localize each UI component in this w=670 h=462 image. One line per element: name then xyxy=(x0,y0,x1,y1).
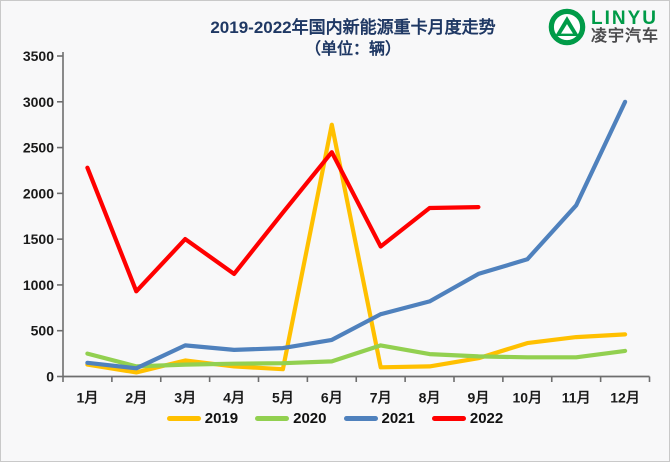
y-tick-label: 0 xyxy=(46,369,54,385)
legend-item-2019: 2019 xyxy=(166,410,239,427)
x-tick-label: 12月 xyxy=(610,390,640,406)
legend-swatch-2019 xyxy=(166,416,201,421)
y-tick-label: 3500 xyxy=(23,48,54,64)
series-line-2019 xyxy=(85,122,628,375)
chart-legend: 2019 2020 2021 2022 xyxy=(1,410,669,427)
linyu-logo-icon xyxy=(548,8,586,46)
x-tick-label: 6月 xyxy=(321,390,343,406)
series-line-2020 xyxy=(85,343,628,369)
x-tick-label: 9月 xyxy=(468,390,490,406)
legend-swatch-2020 xyxy=(255,416,290,421)
legend-swatch-2021 xyxy=(343,416,378,421)
legend-label-2022: 2022 xyxy=(469,410,504,427)
legend-swatch-2022 xyxy=(431,416,466,421)
legend-label-2019: 2019 xyxy=(204,410,239,427)
y-tick-label: 500 xyxy=(31,323,55,339)
x-tick-label: 1月 xyxy=(77,390,99,406)
y-tick-label: 2000 xyxy=(23,185,54,201)
linyu-logo-text: LINYU 凌宇汽车 xyxy=(590,7,659,46)
y-tick-label: 1000 xyxy=(23,277,54,293)
series-line-2021 xyxy=(85,99,628,371)
y-tick-label: 1500 xyxy=(23,231,54,247)
x-tick-label: 10月 xyxy=(513,390,543,406)
x-tick-label: 7月 xyxy=(370,390,392,406)
y-tick-label: 2500 xyxy=(23,140,54,156)
legend-item-2020: 2020 xyxy=(255,410,327,427)
x-tick-label: 5月 xyxy=(272,390,294,406)
x-tick-label: 3月 xyxy=(174,390,196,406)
series-line-2022 xyxy=(85,150,481,294)
y-tick-label: 3000 xyxy=(23,94,54,110)
x-tick-label: 8月 xyxy=(419,390,441,406)
x-tick-label: 2月 xyxy=(125,390,147,406)
legend-item-2022: 2022 xyxy=(431,410,504,427)
logo-brand-en: LINYU xyxy=(590,7,658,29)
legend-item-2021: 2021 xyxy=(343,410,415,427)
x-tick-label: 4月 xyxy=(223,390,245,406)
logo-brand-cn: 凌宇汽车 xyxy=(590,27,659,45)
legend-label-2020: 2020 xyxy=(293,410,327,427)
x-tick-label: 11月 xyxy=(562,390,591,406)
legend-label-2021: 2021 xyxy=(381,410,415,427)
linyu-logo: LINYU 凌宇汽车 xyxy=(548,8,659,46)
